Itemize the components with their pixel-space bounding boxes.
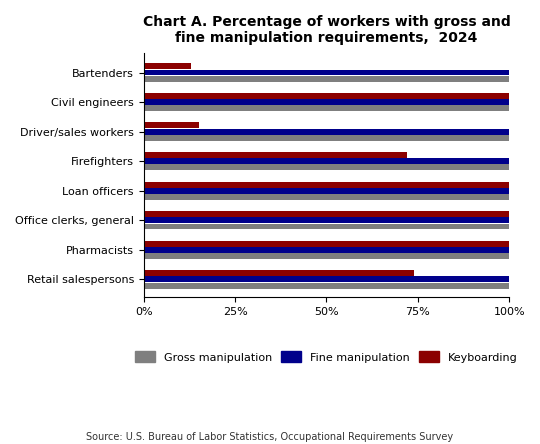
Bar bbox=[144, 99, 509, 105]
Bar bbox=[144, 241, 509, 246]
Bar bbox=[144, 164, 509, 170]
Bar bbox=[144, 152, 407, 158]
Bar bbox=[144, 182, 509, 187]
Bar bbox=[144, 194, 509, 200]
Bar bbox=[144, 129, 509, 135]
Bar bbox=[144, 277, 509, 282]
Bar bbox=[144, 224, 509, 230]
Bar bbox=[144, 247, 509, 253]
Bar bbox=[144, 283, 509, 289]
Bar bbox=[144, 123, 199, 128]
Bar bbox=[144, 188, 509, 194]
Bar bbox=[144, 105, 509, 111]
Bar bbox=[144, 158, 509, 164]
Title: Chart A. Percentage of workers with gross and
fine manipulation requirements,  2: Chart A. Percentage of workers with gros… bbox=[143, 15, 510, 45]
Bar bbox=[144, 93, 509, 99]
Bar bbox=[144, 63, 191, 69]
Bar bbox=[144, 135, 509, 141]
Bar bbox=[144, 76, 509, 82]
Bar bbox=[144, 211, 509, 217]
Legend: Gross manipulation, Fine manipulation, Keyboarding: Gross manipulation, Fine manipulation, K… bbox=[131, 347, 522, 367]
Bar bbox=[144, 70, 509, 75]
Bar bbox=[144, 218, 509, 223]
Bar bbox=[144, 253, 509, 259]
Text: Source: U.S. Bureau of Labor Statistics, Occupational Requirements Survey: Source: U.S. Bureau of Labor Statistics,… bbox=[86, 432, 454, 442]
Bar bbox=[144, 270, 414, 276]
